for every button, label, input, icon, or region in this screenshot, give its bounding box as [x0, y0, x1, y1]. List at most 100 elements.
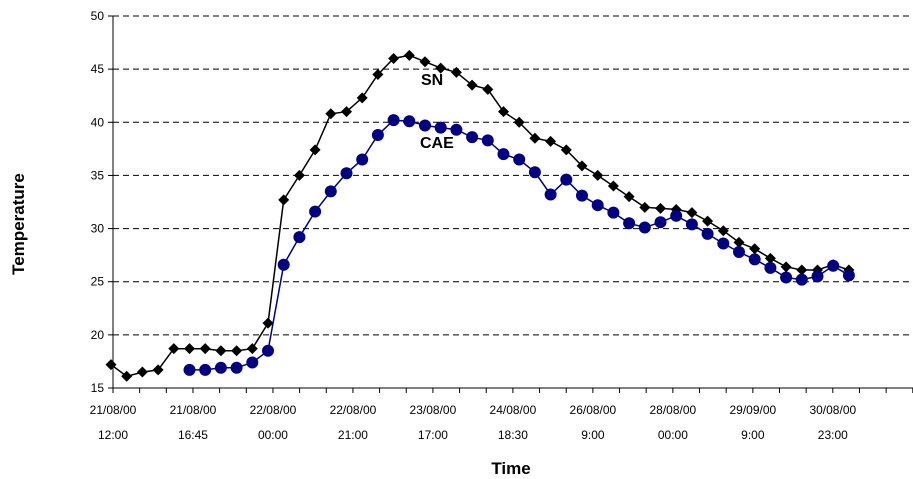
data-point-circle: [450, 123, 463, 136]
data-point-diamond: [435, 62, 447, 74]
data-point-circle: [670, 209, 683, 222]
data-point-circle: [654, 216, 667, 229]
x-tick-label-date: 24/08/00: [490, 403, 537, 417]
data-point-circle: [576, 189, 588, 202]
x-tick-label-time: 00:00: [258, 428, 288, 442]
x-tick-label-date: 29/09/00: [729, 403, 776, 417]
data-point-diamond: [152, 364, 164, 376]
x-tick-labels: 21/08/00 12:00 21/08/00 16:45 22/08/00 00:00 2…: [90, 388, 913, 442]
data-point-circle: [795, 273, 808, 286]
data-point-circle: [733, 245, 745, 258]
data-point-diamond: [686, 207, 698, 219]
x-tick-label-time: 18:30: [498, 428, 528, 442]
y-tick-label: 45: [91, 62, 105, 76]
data-point-circle: [356, 153, 369, 166]
data-point-diamond: [560, 144, 572, 156]
series-layer: [105, 49, 855, 382]
data-point-diamond: [199, 343, 211, 355]
data-point-circle: [528, 166, 541, 179]
x-tick-label-time: 12:00: [98, 428, 128, 442]
x-tick-label-time: 17:00: [418, 428, 448, 442]
data-point-diamond: [136, 366, 148, 378]
data-point-circle: [591, 199, 604, 212]
data-point-diamond: [246, 343, 258, 355]
data-point-circle: [277, 258, 290, 271]
data-point-circle: [560, 173, 573, 186]
data-point-diamond: [278, 194, 290, 206]
y-tick-label: 20: [91, 328, 105, 342]
x-tick-label-time: 9:00: [741, 428, 765, 442]
x-tick-label-date: 26/08/00: [570, 403, 617, 417]
data-point-circle: [371, 129, 384, 142]
data-point-circle: [701, 227, 714, 240]
x-tick-label-date: 21/08/00: [90, 403, 137, 417]
y-tick-label: 40: [91, 115, 105, 129]
data-point-circle: [780, 271, 793, 284]
data-point-circle: [811, 270, 824, 283]
data-point-diamond: [576, 160, 588, 172]
series-sn: [105, 49, 855, 382]
data-point-diamond: [105, 359, 117, 371]
data-point-diamond: [513, 116, 525, 128]
data-point-circle: [607, 206, 620, 219]
data-point-diamond: [717, 225, 729, 237]
series-label-sn: SN: [421, 72, 443, 89]
data-point-circle: [748, 253, 761, 266]
series-label-cae: CAE: [420, 135, 454, 152]
data-point-diamond: [121, 370, 133, 382]
data-point-circle: [717, 237, 730, 250]
y-tick-label: 30: [91, 222, 105, 236]
data-point-circle: [230, 361, 243, 374]
data-point-circle: [324, 185, 337, 198]
data-point-diamond: [733, 236, 745, 248]
x-tick-label-date: 22/08/00: [250, 403, 297, 417]
data-point-diamond: [749, 243, 761, 255]
data-point-diamond: [325, 108, 337, 120]
data-point-circle: [513, 153, 526, 166]
data-point-diamond: [607, 180, 619, 192]
x-tick-label-date: 21/08/00: [170, 403, 217, 417]
data-point-diamond: [388, 53, 400, 65]
x-tick-label-time: 23:00: [818, 428, 848, 442]
data-point-circle: [481, 134, 494, 147]
y-tick-label: 25: [91, 275, 105, 289]
data-point-diamond: [231, 345, 243, 357]
data-point-circle: [842, 269, 855, 282]
x-tick-label-date: 28/08/00: [650, 403, 697, 417]
data-point-circle: [340, 167, 353, 180]
data-point-diamond: [764, 252, 776, 264]
data-point-circle: [199, 363, 212, 376]
x-axis-title: Time: [491, 459, 530, 478]
data-point-diamond: [356, 92, 368, 104]
data-point-diamond: [419, 56, 431, 68]
data-point-diamond: [184, 343, 195, 355]
data-point-diamond: [780, 261, 792, 273]
x-tick-label-date: 22/08/00: [330, 403, 377, 417]
data-point-diamond: [262, 317, 274, 329]
data-point-diamond: [372, 68, 384, 80]
data-point-circle: [419, 119, 431, 132]
y-tick-label: 50: [91, 9, 105, 23]
data-point-circle: [434, 121, 447, 134]
data-point-circle: [466, 131, 479, 144]
data-point-diamond: [623, 191, 635, 203]
data-point-diamond: [168, 343, 180, 355]
data-point-circle: [827, 259, 840, 272]
data-point-diamond: [293, 169, 305, 181]
x-tick-label-date: 30/08/00: [809, 403, 856, 417]
data-point-circle: [309, 205, 322, 218]
data-point-diamond: [655, 202, 666, 214]
data-point-diamond: [498, 106, 509, 118]
series-line: [110, 54, 850, 378]
data-point-diamond: [309, 144, 321, 156]
y-axis-title: Temperature: [9, 173, 28, 275]
data-point-circle: [214, 361, 227, 374]
data-point-circle: [246, 356, 259, 369]
data-point-circle: [403, 115, 416, 128]
data-point-circle: [544, 188, 557, 201]
data-point-diamond: [529, 132, 541, 144]
data-point-circle: [764, 261, 777, 274]
data-point-diamond: [450, 66, 462, 78]
x-tick-label-time: 00:00: [658, 428, 688, 442]
